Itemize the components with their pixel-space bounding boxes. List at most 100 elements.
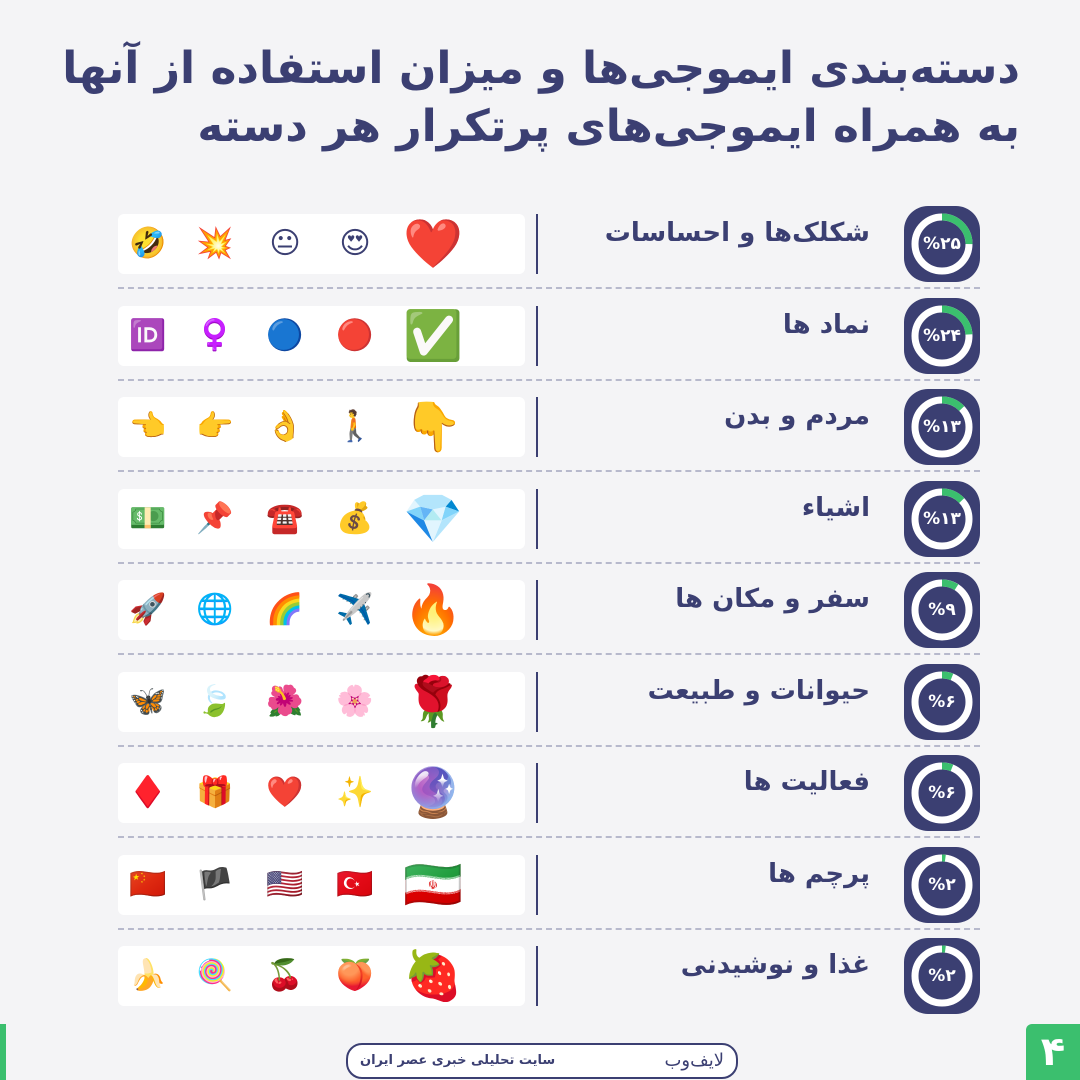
- gauge-ring: [911, 213, 973, 275]
- emoji: 🌈: [266, 592, 304, 627]
- percent-label: %۱۳: [923, 508, 961, 529]
- divider: [536, 214, 538, 274]
- gauge-ring: [911, 396, 973, 458]
- category-row: %۱۳ مردم و بدن 👇 🚶 👌 👉 👈: [0, 381, 1080, 472]
- source-text: سایت تحلیلی خبری عصر ایران: [360, 1053, 556, 1068]
- percent-gauge: %۱۳: [904, 389, 980, 465]
- divider: [536, 671, 538, 732]
- emoji: ♦️: [129, 775, 167, 810]
- gauge-fill: [911, 305, 973, 366]
- emoji: ♀️: [196, 317, 234, 353]
- emoji: 👇: [403, 399, 463, 455]
- gauge-fill: [911, 945, 973, 1007]
- row-separator: [118, 653, 980, 655]
- brand-logo-text: لایف‌وب: [664, 1050, 724, 1071]
- row-separator: [118, 470, 980, 472]
- emoji: ❤️: [403, 216, 463, 272]
- percent-label: %۱۳: [923, 417, 961, 437]
- emoji-box: ✅ 🔴 🔵 ♀️ 🆔: [118, 305, 525, 366]
- category-row: %۲۴ نماد ها ✅ 🔴 🔵 ♀️ 🆔: [0, 290, 1080, 381]
- footer-credit: سایت تحلیلی خبری عصر ایران لایف‌وب: [346, 1043, 738, 1079]
- emoji: 🔴: [336, 317, 374, 353]
- emoji: 😍: [339, 226, 371, 261]
- divider: [536, 580, 538, 640]
- percent-label: %۹: [928, 600, 956, 620]
- emoji: 🇨🇳: [129, 866, 167, 902]
- category-row: %۲ غذا و نوشیدنی 🍓 🍑 🍒 🍭 🍌: [0, 930, 1080, 1021]
- emoji: 🤣: [129, 226, 167, 261]
- divider: [536, 397, 538, 457]
- emoji: 📌: [196, 500, 234, 536]
- emoji-box: 🔮 ✨ ❤️ 🎁 ♦️: [118, 763, 525, 823]
- category-row: %۲۵ شکلک‌ها و احساسات ❤️ 😍 😐 💥 🤣: [0, 198, 1080, 289]
- percent-gauge: %۶: [904, 755, 980, 831]
- emoji: 👉: [196, 409, 234, 444]
- gauge-ring: [911, 305, 973, 366]
- category-label: سفر و مکان ها: [675, 584, 870, 614]
- category-label: حیوانات و طبیعت: [647, 675, 870, 706]
- emoji: 🍃: [196, 683, 234, 719]
- percent-gauge: %۶: [904, 663, 980, 740]
- emoji: 🍓: [403, 948, 463, 1004]
- emoji-box: 👇 🚶 👌 👉 👈: [118, 397, 525, 457]
- emoji: 🍒: [266, 958, 304, 993]
- emoji: 💎: [403, 490, 463, 547]
- emoji: 💰: [336, 500, 374, 536]
- category-label: پرچم ها: [768, 858, 870, 889]
- category-row: %۹ سفر و مکان ها 🔥 ✈️ 🌈 🌐 🚀: [0, 564, 1080, 655]
- percent-gauge: %۲: [904, 846, 980, 923]
- gauge-ring: [911, 854, 973, 915]
- category-label: غذا و نوشیدنی: [680, 950, 870, 980]
- category-label: اشیاء: [801, 492, 870, 523]
- emoji-box: 🍓 🍑 🍒 🍭 🍌: [118, 946, 525, 1006]
- percent-gauge: %۱۳: [904, 480, 980, 557]
- emoji: 💥: [196, 226, 234, 261]
- percent-label: %۲: [928, 874, 956, 895]
- emoji: 💵: [129, 500, 167, 536]
- emoji: 🌺: [266, 683, 304, 719]
- percent-label: %۲۴: [923, 325, 961, 346]
- emoji-box: 🔥 ✈️ 🌈 🌐 🚀: [118, 580, 525, 640]
- gauge-ring: [911, 762, 973, 824]
- emoji-box: 🌹 🌸 🌺 🍃 🦋: [118, 671, 525, 732]
- row-separator: [118, 378, 980, 381]
- emoji: ✈️: [336, 592, 374, 627]
- emoji: 🍌: [129, 958, 167, 993]
- divider: [536, 854, 538, 915]
- emoji-box: 💎 💰 ☎️ 📌 💵: [118, 488, 525, 549]
- percent-label: %۲۵: [923, 234, 961, 254]
- emoji: 🍑: [336, 958, 374, 993]
- gauge-fill: [911, 488, 973, 549]
- divider: [536, 763, 538, 823]
- emoji-box: 🇮🇷 🇹🇷 🇺🇸 🏴 🇨🇳: [118, 854, 525, 915]
- category-label: مردم و بدن: [724, 401, 870, 431]
- category-row: %۲ پرچم ها 🇮🇷 🇹🇷 🇺🇸 🏴 🇨🇳: [0, 839, 1080, 930]
- emoji: 🚀: [129, 592, 167, 627]
- emoji: 🦋: [129, 683, 167, 719]
- emoji: 🔥: [403, 582, 463, 638]
- emoji: 🆔: [129, 317, 167, 353]
- row-separator: [118, 836, 980, 838]
- title-line-2: به همراه ایموجی‌های پرتکرار هر دسته: [197, 101, 1020, 152]
- gauge-fill: [911, 579, 973, 641]
- emoji: 🌹: [403, 673, 463, 730]
- emoji: 🇹🇷: [336, 866, 374, 902]
- emoji: 🇺🇸: [266, 866, 304, 902]
- percent-label: %۲: [928, 966, 956, 986]
- category-label: فعالیت ها: [743, 767, 870, 797]
- emoji: 👌: [266, 409, 304, 444]
- edge-accent: [0, 1024, 6, 1080]
- gauge-fill: [911, 671, 973, 732]
- gauge-ring: [911, 488, 973, 549]
- emoji: ✅: [403, 307, 463, 364]
- emoji: 🔵: [266, 317, 304, 353]
- emoji: 🚶: [336, 409, 374, 444]
- category-label: شکلک‌ها و احساسات: [604, 218, 870, 248]
- emoji-box: ❤️ 😍 😐 💥 🤣: [118, 214, 525, 274]
- gauge-ring: [911, 579, 973, 641]
- emoji: ☎️: [266, 500, 304, 536]
- percent-gauge: %۲۵: [904, 206, 980, 282]
- gauge-ring: [911, 945, 973, 1007]
- emoji: 🇮🇷: [403, 856, 463, 913]
- percent-label: %۶: [928, 783, 956, 803]
